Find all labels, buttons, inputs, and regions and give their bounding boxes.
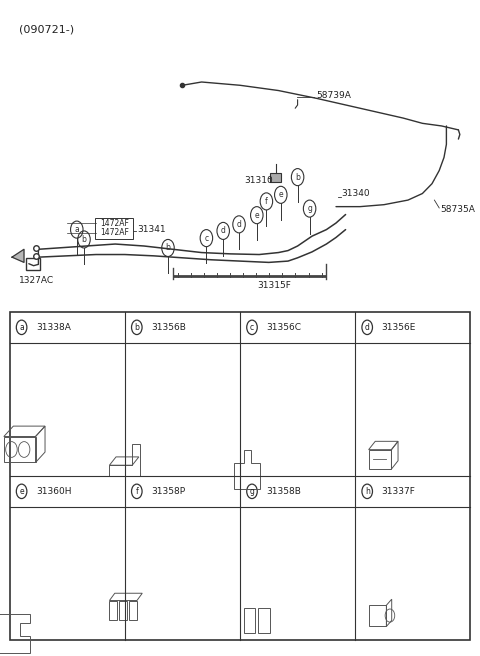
Text: (090721-): (090721-)	[19, 25, 74, 35]
Text: 31356E: 31356E	[382, 323, 416, 332]
Polygon shape	[12, 249, 24, 262]
Text: e: e	[19, 487, 24, 496]
Text: 31356C: 31356C	[266, 323, 301, 332]
Text: 31310: 31310	[244, 176, 273, 185]
Text: e: e	[278, 190, 283, 199]
Text: 31337F: 31337F	[382, 487, 416, 496]
FancyBboxPatch shape	[26, 258, 40, 270]
Text: b: b	[134, 323, 139, 332]
Text: d: d	[237, 220, 241, 229]
Text: a: a	[19, 323, 24, 332]
Text: c: c	[204, 234, 208, 243]
Text: g: g	[307, 204, 312, 213]
Text: f: f	[265, 197, 268, 206]
FancyBboxPatch shape	[10, 312, 470, 640]
Text: 31356B: 31356B	[151, 323, 186, 332]
Text: 31358B: 31358B	[266, 487, 301, 496]
Text: 1472AF: 1472AF	[100, 228, 129, 237]
Text: 31358P: 31358P	[151, 487, 185, 496]
FancyBboxPatch shape	[258, 608, 269, 633]
FancyBboxPatch shape	[119, 600, 127, 620]
Text: d: d	[365, 323, 370, 332]
FancyBboxPatch shape	[109, 600, 118, 620]
Text: 58735A: 58735A	[441, 205, 476, 215]
Text: f: f	[135, 487, 138, 496]
Text: 1327AC: 1327AC	[19, 276, 54, 285]
FancyBboxPatch shape	[270, 173, 281, 182]
Text: 1472AF: 1472AF	[100, 218, 129, 228]
Text: c: c	[250, 323, 254, 332]
Text: 58739A: 58739A	[316, 91, 351, 100]
Text: e: e	[254, 211, 259, 220]
Text: 31341: 31341	[137, 225, 166, 234]
FancyBboxPatch shape	[244, 608, 255, 633]
Text: a: a	[74, 225, 79, 234]
Text: 31340: 31340	[341, 189, 370, 198]
Text: g: g	[250, 487, 254, 496]
FancyBboxPatch shape	[95, 218, 133, 239]
Text: h: h	[365, 487, 370, 496]
Text: b: b	[295, 173, 300, 182]
Text: 31315F: 31315F	[257, 281, 291, 290]
Text: 31338A: 31338A	[36, 323, 71, 332]
Text: 31360H: 31360H	[36, 487, 72, 496]
Text: d: d	[221, 226, 226, 236]
Text: b: b	[82, 235, 86, 244]
FancyBboxPatch shape	[129, 600, 137, 620]
Text: b: b	[166, 243, 170, 253]
